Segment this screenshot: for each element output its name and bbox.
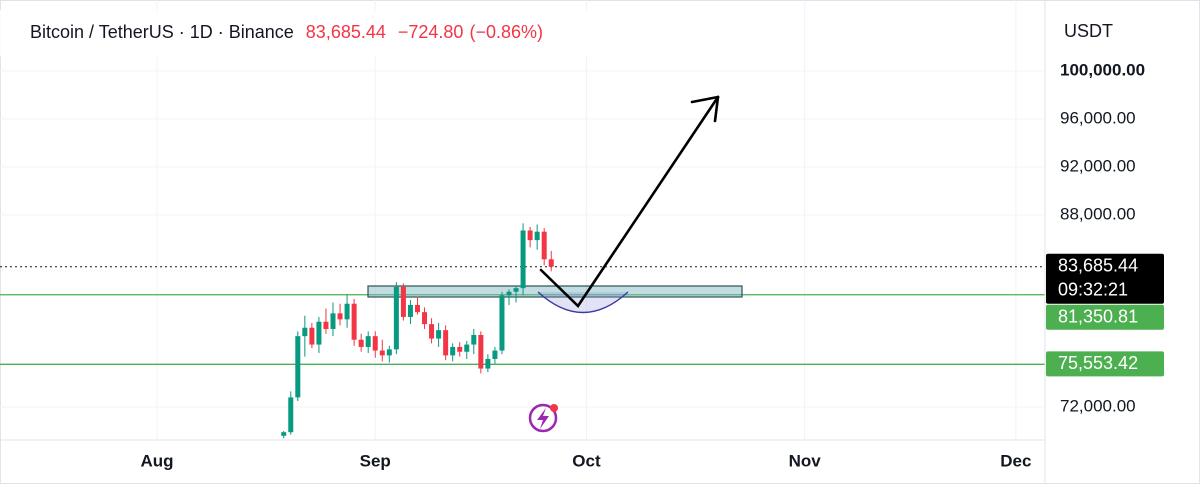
candle-body xyxy=(436,330,442,339)
candle-body xyxy=(288,397,294,433)
candle-body xyxy=(471,334,477,345)
candle-body xyxy=(520,230,526,289)
arrow-drawing xyxy=(539,95,720,309)
candle-body xyxy=(541,231,547,260)
candle-body xyxy=(429,324,435,339)
candle-body xyxy=(316,321,322,345)
candle-body xyxy=(295,336,301,398)
candle-body xyxy=(358,339,364,347)
candles xyxy=(281,223,554,439)
candle-body xyxy=(492,350,498,359)
price-tag xyxy=(1046,304,1164,330)
candle-body xyxy=(337,313,343,320)
candle-body xyxy=(548,259,554,267)
candle-body xyxy=(485,358,491,369)
candle-body xyxy=(393,286,399,350)
price-tag-text: 81,350.81 xyxy=(1058,306,1138,326)
candle-body xyxy=(513,288,519,292)
title-backdrop xyxy=(0,10,640,56)
price-lines xyxy=(0,266,1045,365)
price-tag-text: 75,553.42 xyxy=(1058,353,1138,373)
candle-body xyxy=(309,327,315,345)
zone-rectangle xyxy=(367,285,743,298)
candle-body xyxy=(450,346,456,356)
candle-body xyxy=(372,336,378,351)
chart-title: Bitcoin / TetherUS · 1D · Binance 83,685.… xyxy=(30,22,543,42)
y-axis-label: USDT xyxy=(1064,21,1113,41)
y-tick-label: 96,000.00 xyxy=(1060,108,1136,127)
candle-body xyxy=(422,312,428,325)
price-tag xyxy=(1046,351,1164,377)
candle-body xyxy=(499,295,505,351)
symbol: Bitcoin / TetherUS · 1D · Binance xyxy=(30,22,294,42)
candle-body xyxy=(400,286,406,317)
x-tick-label: Aug xyxy=(140,451,173,470)
axis: 100,000.00 96,000.00 92,000.00 88,000.00 72,… xyxy=(140,60,1164,470)
change-percent: (−0.86%) xyxy=(469,22,543,42)
candle-body xyxy=(323,321,329,329)
last-price-tag xyxy=(1046,253,1164,304)
x-tick-label: Dec xyxy=(1000,451,1031,470)
candle-body xyxy=(527,230,533,241)
candle-body xyxy=(478,334,484,369)
candle-body xyxy=(386,349,392,356)
grid xyxy=(0,0,1045,440)
y-tick-label: 88,000.00 xyxy=(1060,204,1136,223)
y-tick-label: 92,000.00 xyxy=(1060,156,1136,175)
x-tick-label: Sep xyxy=(360,451,391,470)
x-tick-label: Nov xyxy=(789,451,822,470)
candle-body xyxy=(330,313,336,329)
y-tick-label: 100,000.00 xyxy=(1060,60,1145,79)
candle-body xyxy=(302,327,308,337)
candle-body xyxy=(464,344,470,352)
x-tick-label: Oct xyxy=(572,451,601,470)
last-price-tag-text: 83,685.44 xyxy=(1058,255,1138,275)
candle-body xyxy=(457,346,463,352)
last-price: 83,685.44 xyxy=(306,22,386,42)
arc-drawing xyxy=(537,291,629,314)
candle-body xyxy=(281,432,287,436)
change: −724.80 xyxy=(398,22,464,42)
candle-body xyxy=(379,350,385,356)
candle-body xyxy=(443,330,449,356)
candle-body xyxy=(351,303,357,340)
countdown: 09:32:21 xyxy=(1058,279,1128,299)
candle-body xyxy=(506,291,512,296)
candle-body xyxy=(407,304,413,317)
candle-body xyxy=(365,336,371,347)
candle-body xyxy=(344,303,350,320)
lightning-icon xyxy=(528,403,558,433)
y-tick-label: 72,000.00 xyxy=(1060,396,1136,415)
candle-body xyxy=(414,304,420,313)
candle-body xyxy=(534,231,540,241)
